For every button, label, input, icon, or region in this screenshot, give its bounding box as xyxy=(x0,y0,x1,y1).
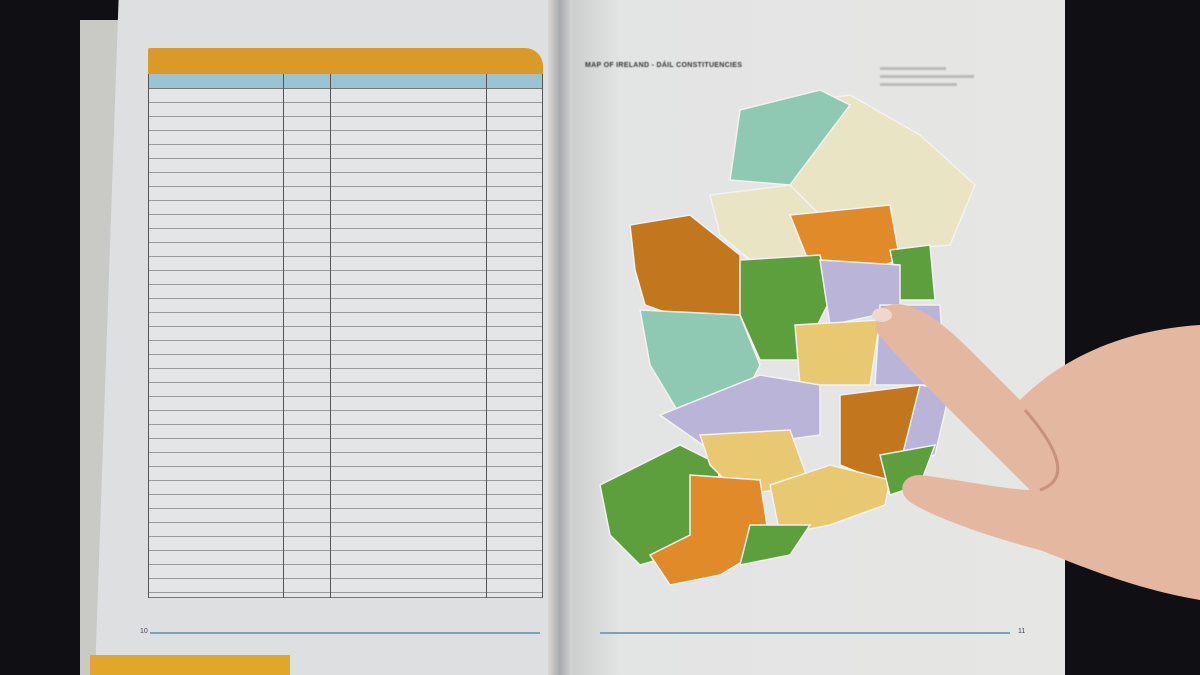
region-cork xyxy=(648,474,771,586)
map-title: MAP OF IRELAND - DÁIL CONSTITUENCIES xyxy=(585,62,743,69)
pointing-hand xyxy=(872,304,1200,600)
book-spine xyxy=(548,0,572,675)
left-page-number: 10 xyxy=(140,628,148,635)
ireland-map xyxy=(599,89,976,586)
region-donegal xyxy=(729,89,852,186)
right-page-number: 11 xyxy=(1018,628,1026,635)
cover-edge xyxy=(90,655,290,675)
region-cork-south xyxy=(738,524,812,566)
region-midlands xyxy=(794,319,881,386)
right-footer-line xyxy=(600,632,1010,634)
map-legend xyxy=(880,62,990,102)
table-column-headers xyxy=(148,74,543,88)
left-footer-line xyxy=(150,632,540,634)
constituency-table xyxy=(148,48,543,598)
table-header xyxy=(148,48,543,74)
table-body xyxy=(148,88,543,598)
